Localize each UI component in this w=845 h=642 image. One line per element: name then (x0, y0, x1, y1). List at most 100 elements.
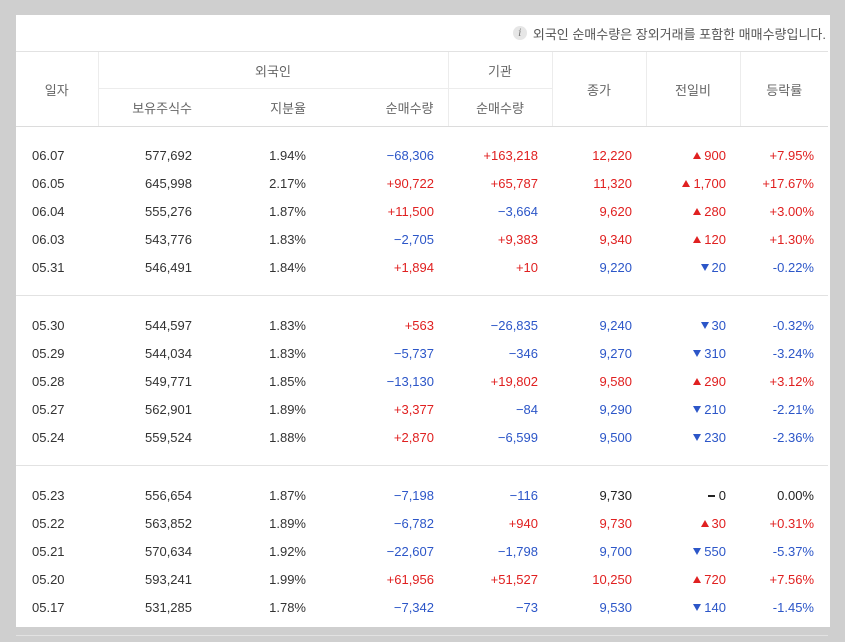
close-cell: 9,270 (552, 339, 646, 367)
date-cell-value: 05.23 (32, 487, 65, 503)
table-row[interactable]: 05.22 563,852 1.89% −6,782 +940 9,730 30 +0.31% (16, 509, 828, 537)
ratio-cell-value: 1.83% (269, 231, 306, 247)
table-row[interactable]: 06.07 577,692 1.94% −68,306 +163,218 12,220 90… (16, 141, 828, 169)
foreign-net-cell-value: +90,722 (386, 175, 434, 191)
holdings-cell-value: 563,852 (145, 515, 192, 531)
table-row[interactable]: 05.30 544,597 1.83% +563 −26,835 9,240 30 -0.32… (16, 311, 828, 339)
table-row[interactable]: 05.24 559,524 1.88% +2,870 −6,599 9,500 230 -2.… (16, 423, 828, 451)
foreign-net-cell: +2,870 (320, 423, 448, 451)
close-cell-value: 9,530 (599, 599, 632, 615)
holdings-cell-value: 593,241 (145, 571, 192, 587)
divider-cell (16, 295, 828, 297)
close-cell: 12,220 (552, 141, 646, 169)
group-spacer (16, 621, 828, 636)
inst-net-cell-value: −6,599 (497, 429, 538, 445)
date-cell: 06.03 (16, 225, 98, 253)
inst-net-cell-value: −1,798 (497, 543, 538, 559)
holdings-cell-value: 549,771 (145, 373, 192, 389)
rate-cell: -2.21% (740, 395, 828, 423)
change-value: 120 (704, 231, 726, 247)
foreign-net-cell: −22,607 (320, 537, 448, 565)
rate-cell: -5.37% (740, 537, 828, 565)
change-cell: 280 (646, 197, 740, 225)
foreign-net-cell: +61,956 (320, 565, 448, 593)
close-cell: 9,730 (552, 509, 646, 537)
date-cell-value: 05.20 (32, 571, 65, 587)
rate-cell: +3.00% (740, 197, 828, 225)
ratio-cell: 1.83% (206, 339, 320, 367)
change-value: 290 (704, 373, 726, 389)
ratio-cell: 1.92% (206, 537, 320, 565)
date-cell: 05.20 (16, 565, 98, 593)
down-arrow-icon (693, 349, 702, 357)
foreign-net-cell: −68,306 (320, 141, 448, 169)
change-value: 720 (704, 571, 726, 587)
table-row[interactable]: 05.27 562,901 1.89% +3,377 −84 9,290 210 -2.21% (16, 395, 828, 423)
inst-net-cell-value: +65,787 (490, 175, 538, 191)
header-rate: 등락률 (739, 51, 828, 127)
change-cell: 140 (646, 593, 740, 621)
rate-cell: +0.31% (740, 509, 828, 537)
table-row[interactable]: 05.29 544,034 1.83% −5,737 −346 9,270 310 -3.24… (16, 339, 828, 367)
spacer-cell (16, 467, 828, 481)
inst-net-cell-value: −116 (509, 487, 538, 503)
info-icon[interactable]: i (512, 26, 527, 40)
table-row[interactable]: 05.17 531,285 1.78% −7,342 −73 9,530 140 -1.45% (16, 593, 828, 621)
up-arrow-icon (693, 151, 702, 159)
rate-cell: -3.24% (740, 339, 828, 367)
change-value: 900 (704, 147, 726, 163)
info-note-text: 외국인 순매수량은 장외거래를 포함한 매매수량입니다. (532, 26, 826, 42)
date-cell: 05.27 (16, 395, 98, 423)
header-inst-net: 순매수량 (447, 88, 552, 127)
date-cell: 05.22 (16, 509, 98, 537)
inst-net-cell-value: −84 (515, 401, 538, 417)
ratio-cell: 1.89% (206, 395, 320, 423)
table-row[interactable]: 06.05 645,998 2.17% +90,722 +65,787 11,320 1,7… (16, 169, 828, 197)
date-cell-value: 05.31 (32, 259, 65, 275)
inst-net-cell: +65,787 (448, 169, 552, 197)
close-cell-value: 9,500 (599, 429, 632, 445)
foreign-net-cell-value: −22,607 (386, 543, 434, 559)
table-row[interactable]: 06.03 543,776 1.83% −2,705 +9,383 9,340 120 +1.… (16, 225, 828, 253)
table-row[interactable]: 06.04 555,276 1.87% +11,500 −3,664 9,620 280 +3… (16, 197, 828, 225)
close-cell-value: 11,320 (593, 175, 632, 191)
table-row[interactable]: 05.21 570,634 1.92% −22,607 −1,798 9,700 550 -5… (16, 537, 828, 565)
foreign-net-cell-value: +563 (404, 317, 434, 333)
table-row[interactable]: 05.28 549,771 1.85% −13,130 +19,802 9,580 290 +… (16, 367, 828, 395)
change-cell: 20 (646, 253, 740, 281)
date-cell: 06.04 (16, 197, 98, 225)
table-row[interactable]: 05.20 593,241 1.99% +61,956 +51,527 10,250 720… (16, 565, 828, 593)
holdings-cell-value: 531,285 (145, 599, 192, 615)
ratio-cell-value: 1.85% (269, 373, 306, 389)
inst-net-cell: −73 (448, 593, 552, 621)
table-row[interactable]: 05.23 556,654 1.87% −7,198 −116 9,730 0 0.00% (16, 481, 828, 509)
rate-cell-value: +0.31% (769, 515, 814, 531)
rate-cell: +7.56% (740, 565, 828, 593)
inst-net-cell: +9,383 (448, 225, 552, 253)
ratio-cell-value: 2.17% (269, 175, 306, 191)
date-cell: 05.29 (16, 339, 98, 367)
ratio-cell-value: 1.99% (269, 571, 306, 587)
close-cell: 9,580 (552, 367, 646, 395)
rate-cell-value: +7.56% (769, 571, 814, 587)
close-cell: 9,500 (552, 423, 646, 451)
ratio-cell-value: 1.78% (269, 599, 306, 615)
change-cell: 0 (646, 481, 740, 509)
rate-cell: +7.95% (740, 141, 828, 169)
change-cell: 720 (646, 565, 740, 593)
group-spacer (16, 127, 828, 142)
table-row[interactable]: 05.31 546,491 1.84% +1,894 +10 9,220 20 -0.22% (16, 253, 828, 281)
date-cell: 05.23 (16, 481, 98, 509)
group-spacer (16, 467, 828, 481)
holdings-cell: 593,241 (98, 565, 206, 593)
holdings-cell: 570,634 (98, 537, 206, 565)
header-ratio: 지분율 (206, 88, 320, 127)
holdings-cell-value: 556,654 (145, 487, 192, 503)
rate-cell-value: +3.12% (769, 373, 814, 389)
inst-net-cell-value: −26,835 (490, 317, 538, 333)
change-value: 310 (704, 345, 726, 361)
up-arrow-icon (693, 235, 702, 243)
foreign-net-cell: +90,722 (320, 169, 448, 197)
foreign-net-cell-value: −13,130 (386, 373, 434, 389)
rate-cell-value: -0.32% (772, 317, 814, 333)
